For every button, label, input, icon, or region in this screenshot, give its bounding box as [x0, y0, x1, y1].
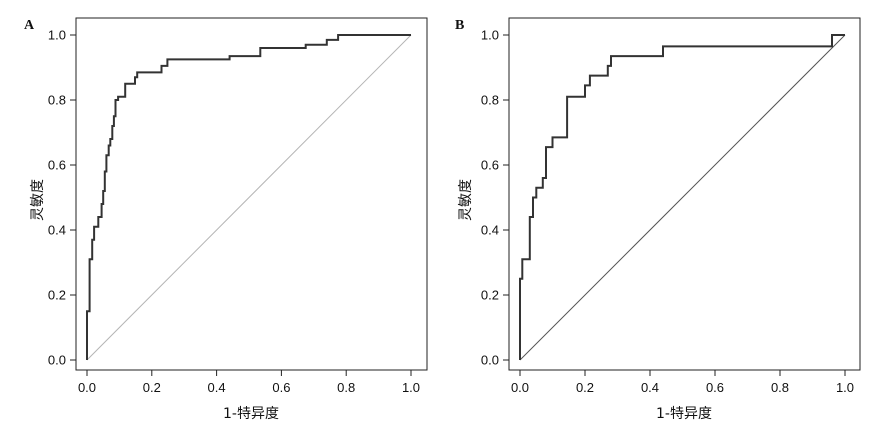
roc-panel-a: A 1-特异度 灵敏度 0.0 0.2 0.4 0.6 0.8 1.0 0.0 0.2 0.4 0…: [24, 17, 428, 422]
x-tick-label-b-0: 0.0: [511, 380, 529, 395]
panel-letter-a: A: [24, 18, 35, 33]
y-tick-label-b-3: 0.6: [481, 158, 499, 173]
panel-letter-b: B: [455, 18, 464, 33]
y-tick-label-b-2: 0.4: [481, 223, 499, 238]
plot-frame-a: [75, 17, 428, 371]
x-axis-label-a: 1-特异度: [223, 406, 279, 422]
roc-curve-a: [86, 34, 411, 360]
y-tick-label-a-0: 0.0: [48, 353, 66, 368]
y-tick-label-b-1: 0.2: [481, 288, 499, 303]
reference-diagonal-a: [86, 34, 412, 361]
y-axis-label-b: 灵敏度: [458, 179, 474, 221]
y-tick-label-a-3: 0.6: [48, 158, 66, 173]
x-axis-label-b: 1-特异度: [656, 406, 712, 422]
x-tick-label-b-2: 0.4: [641, 380, 659, 395]
x-tick-label-b-4: 0.8: [771, 380, 789, 395]
reference-diagonal-b: [519, 34, 846, 361]
y-tick-label-a-2: 0.4: [48, 223, 66, 238]
x-tick-label-a-2: 0.4: [208, 380, 226, 395]
x-tick-label-a-1: 0.2: [143, 380, 161, 395]
y-tick-label-a-1: 0.2: [48, 288, 66, 303]
x-tick-label-a-5: 1.0: [402, 380, 420, 395]
y-axis-label-a: 灵敏度: [30, 179, 46, 221]
y-tick-label-b-0: 0.0: [481, 353, 499, 368]
x-tick-label-b-1: 0.2: [576, 380, 594, 395]
y-tick-label-b-5: 1.0: [481, 28, 499, 43]
y-tick-label-b-4: 0.8: [481, 93, 499, 108]
x-tick-label-a-0: 0.0: [78, 380, 96, 395]
y-tick-label-a-5: 1.0: [48, 28, 66, 43]
x-tick-label-b-5: 1.0: [836, 380, 854, 395]
x-tick-label-b-3: 0.6: [706, 380, 724, 395]
x-tick-label-a-4: 0.8: [337, 380, 355, 395]
roc-panel-b: B 1-特异度 灵敏度 0.0 0.2 0.4 0.6 0.8 1.0 0.0 0.2 0.4 0…: [455, 17, 861, 422]
x-tick-label-a-3: 0.6: [272, 380, 290, 395]
y-tick-label-a-4: 0.8: [48, 93, 66, 108]
plot-frame-b: [508, 17, 861, 371]
roc-curve-b: [519, 34, 845, 360]
